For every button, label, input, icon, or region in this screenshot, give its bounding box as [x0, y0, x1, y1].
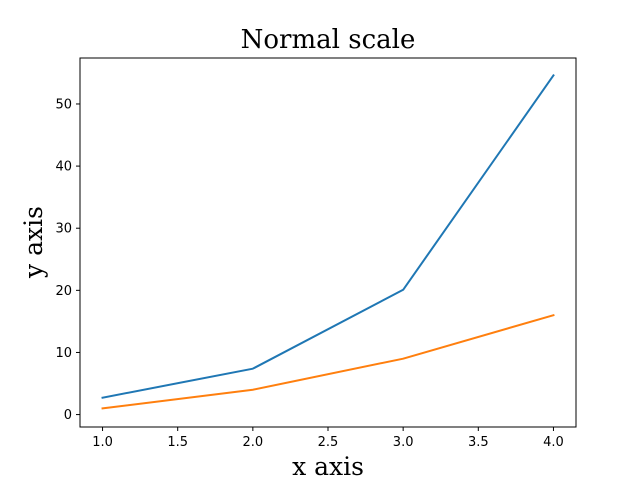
y-tick-label: 10: [55, 346, 72, 361]
series-line-2: [101, 313, 555, 410]
x-tick-label: 3.0: [393, 435, 414, 450]
x-tick-label: 3.5: [468, 435, 489, 450]
x-tick-label: 2.0: [243, 435, 264, 450]
plot-frame: [79, 57, 577, 428]
plot-area: [79, 57, 577, 428]
y-tick-label: 0: [64, 408, 72, 423]
x-tick-label: 4.0: [543, 435, 564, 450]
y-tick-label: 40: [55, 160, 72, 175]
y-tick-label: 50: [55, 97, 72, 112]
x-tick-label: 1.0: [92, 435, 113, 450]
chart-title: Normal scale: [241, 25, 416, 55]
x-tick-label: 1.5: [167, 435, 188, 450]
series-line-1: [101, 74, 555, 399]
x-axis-label: x axis: [292, 452, 364, 480]
y-axis-ticks: 0 10 20 30 40 50: [55, 97, 80, 423]
x-tick-label: 2.5: [318, 435, 339, 450]
y-tick-label: 20: [55, 284, 72, 299]
y-tick-label: 30: [55, 222, 72, 237]
x-axis-ticks: 1.0 1.5 2.0 2.5 3.0 3.5 4.0: [92, 427, 564, 450]
y-axis-label: y axis: [19, 206, 48, 279]
series-layer: [101, 74, 555, 410]
